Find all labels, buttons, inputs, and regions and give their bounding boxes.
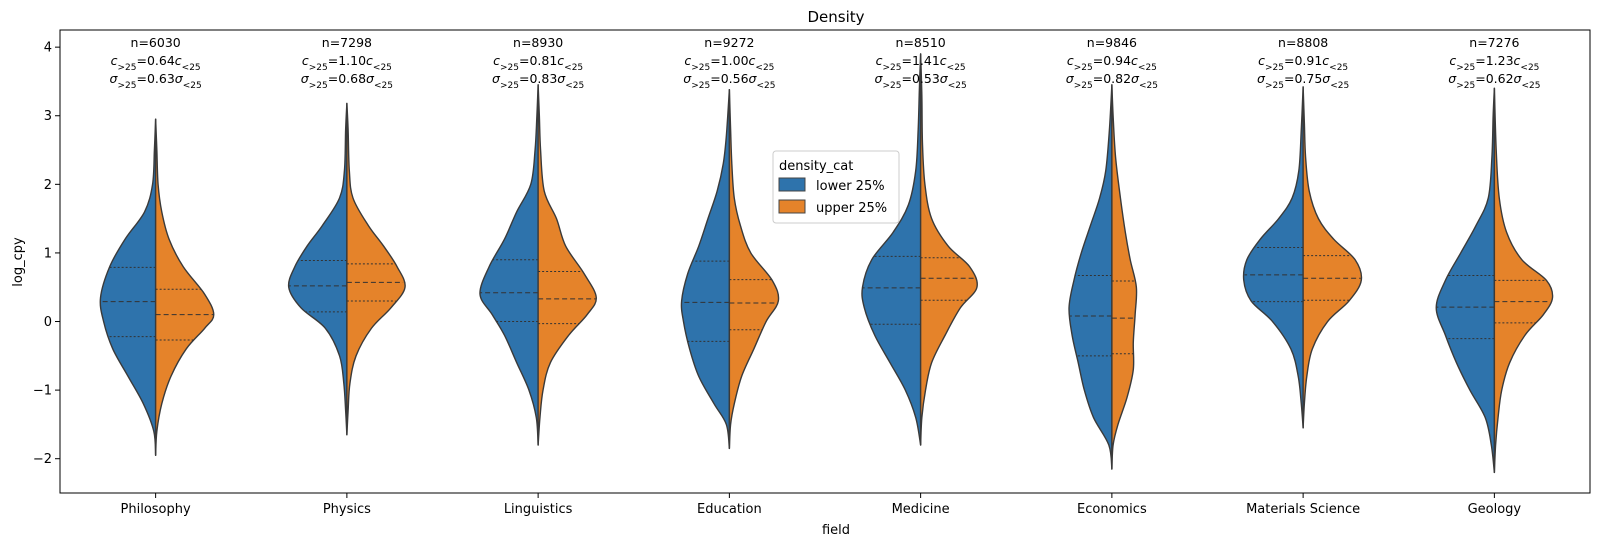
y-tick-label: −2 (33, 452, 52, 467)
annotation-n: n=8808 (1278, 35, 1328, 50)
y-tick-label: 0 (44, 315, 52, 330)
annotation-sigma-ratio: σ>25=0.56σ<25 (683, 71, 775, 91)
legend-label-lower: lower 25% (816, 179, 885, 194)
violin-lower-economics (1068, 84, 1113, 470)
y-tick-label: 2 (44, 178, 52, 193)
annotation-n: n=9272 (704, 35, 754, 50)
annotation-n: n=8930 (513, 35, 563, 50)
x-tick-label: Economics (1077, 502, 1147, 517)
annotations-layer: n=6030 c>25=0.64c<25σ>25=0.63σ<25 n=7298 c>… (110, 35, 1541, 91)
x-axis-label: field (822, 523, 850, 538)
annotation-sigma-ratio: σ>25=0.53σ<25 (875, 71, 967, 91)
violin-upper-materials-science (1302, 86, 1363, 429)
plot-frame (59, 29, 1591, 494)
x-tick-label: Geology (1468, 502, 1522, 517)
x-tick-label: Materials Science (1246, 502, 1360, 517)
annotation-c-ratio: c>25=0.64c<25 (111, 53, 201, 73)
violin-upper-philosophy (154, 118, 215, 456)
x-tick-label: Physics (323, 502, 371, 517)
violin-upper-economics (1111, 84, 1138, 470)
annotation-sigma-ratio: σ>25=0.68σ<25 (301, 71, 393, 91)
violin-lower-medicine (861, 53, 922, 446)
x-tick-label: Medicine (892, 502, 950, 517)
legend-label-upper: upper 25% (816, 201, 887, 216)
violin-lower-materials-science (1242, 86, 1304, 429)
annotation-sigma-ratio: σ>25=0.75σ<25 (1257, 71, 1349, 91)
violin-plot-area (99, 53, 1554, 474)
x-tick-label: Education (697, 502, 762, 517)
annotation-sigma-ratio: σ>25=0.82σ<25 (1066, 71, 1158, 91)
x-tick-label: Philosophy (121, 502, 191, 517)
x-axis: Philosophy Physics Linguistics Education Med… (121, 493, 1522, 517)
y-tick-label: 3 (44, 109, 52, 124)
legend-swatch-lower (778, 177, 806, 192)
annotation-c-ratio: c>25=0.91c<25 (1258, 53, 1348, 73)
violin-upper-medicine (919, 53, 978, 446)
legend: density_cat lower 25% upper 25% (772, 150, 900, 224)
legend-swatch-upper (778, 199, 806, 214)
annotation-n: n=8510 (896, 35, 946, 50)
violin-lower-philosophy (99, 118, 157, 456)
chart-title: Density (807, 8, 864, 26)
legend-title: density_cat (779, 159, 853, 174)
annotation-n: n=7276 (1469, 35, 1519, 50)
annotation-c-ratio: c>25=1.10c<25 (302, 53, 392, 73)
violin-upper-education (728, 88, 780, 450)
annotation-c-ratio: c>25=1.41c<25 (876, 53, 966, 73)
y-tick-label: −1 (33, 384, 52, 399)
y-tick-label: 4 (44, 41, 52, 56)
annotation-sigma-ratio: σ>25=0.63σ<25 (110, 71, 202, 91)
annotation-c-ratio: c>25=0.81c<25 (493, 53, 583, 73)
violin-lower-geology (1435, 87, 1496, 474)
annotation-n: n=6030 (131, 35, 181, 50)
x-tick-label: Linguistics (504, 502, 573, 517)
y-tick-label: 1 (44, 246, 52, 261)
violin-lower-linguistics (479, 84, 539, 446)
violin-lower-education (680, 88, 731, 450)
annotation-n: n=7298 (322, 35, 372, 50)
annotation-sigma-ratio: σ>25=0.62σ<25 (1448, 71, 1540, 91)
annotation-sigma-ratio: σ>25=0.83σ<25 (492, 71, 584, 91)
violin-upper-physics (346, 102, 406, 436)
violin-lower-physics (287, 102, 348, 436)
annotation-n: n=9846 (1087, 35, 1137, 50)
violin-upper-linguistics (537, 84, 597, 446)
annotation-c-ratio: c>25=1.23c<25 (1449, 53, 1539, 73)
annotation-c-ratio: c>25=1.00c<25 (684, 53, 774, 73)
annotation-c-ratio: c>25=0.94c<25 (1067, 53, 1157, 73)
y-axis-label: log_cpy (11, 237, 26, 287)
y-axis: −2 −1 0 1 2 3 4 (33, 41, 60, 467)
